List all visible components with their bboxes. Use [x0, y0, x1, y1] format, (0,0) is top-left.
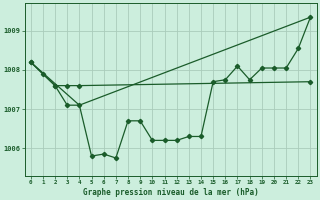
- X-axis label: Graphe pression niveau de la mer (hPa): Graphe pression niveau de la mer (hPa): [83, 188, 259, 197]
